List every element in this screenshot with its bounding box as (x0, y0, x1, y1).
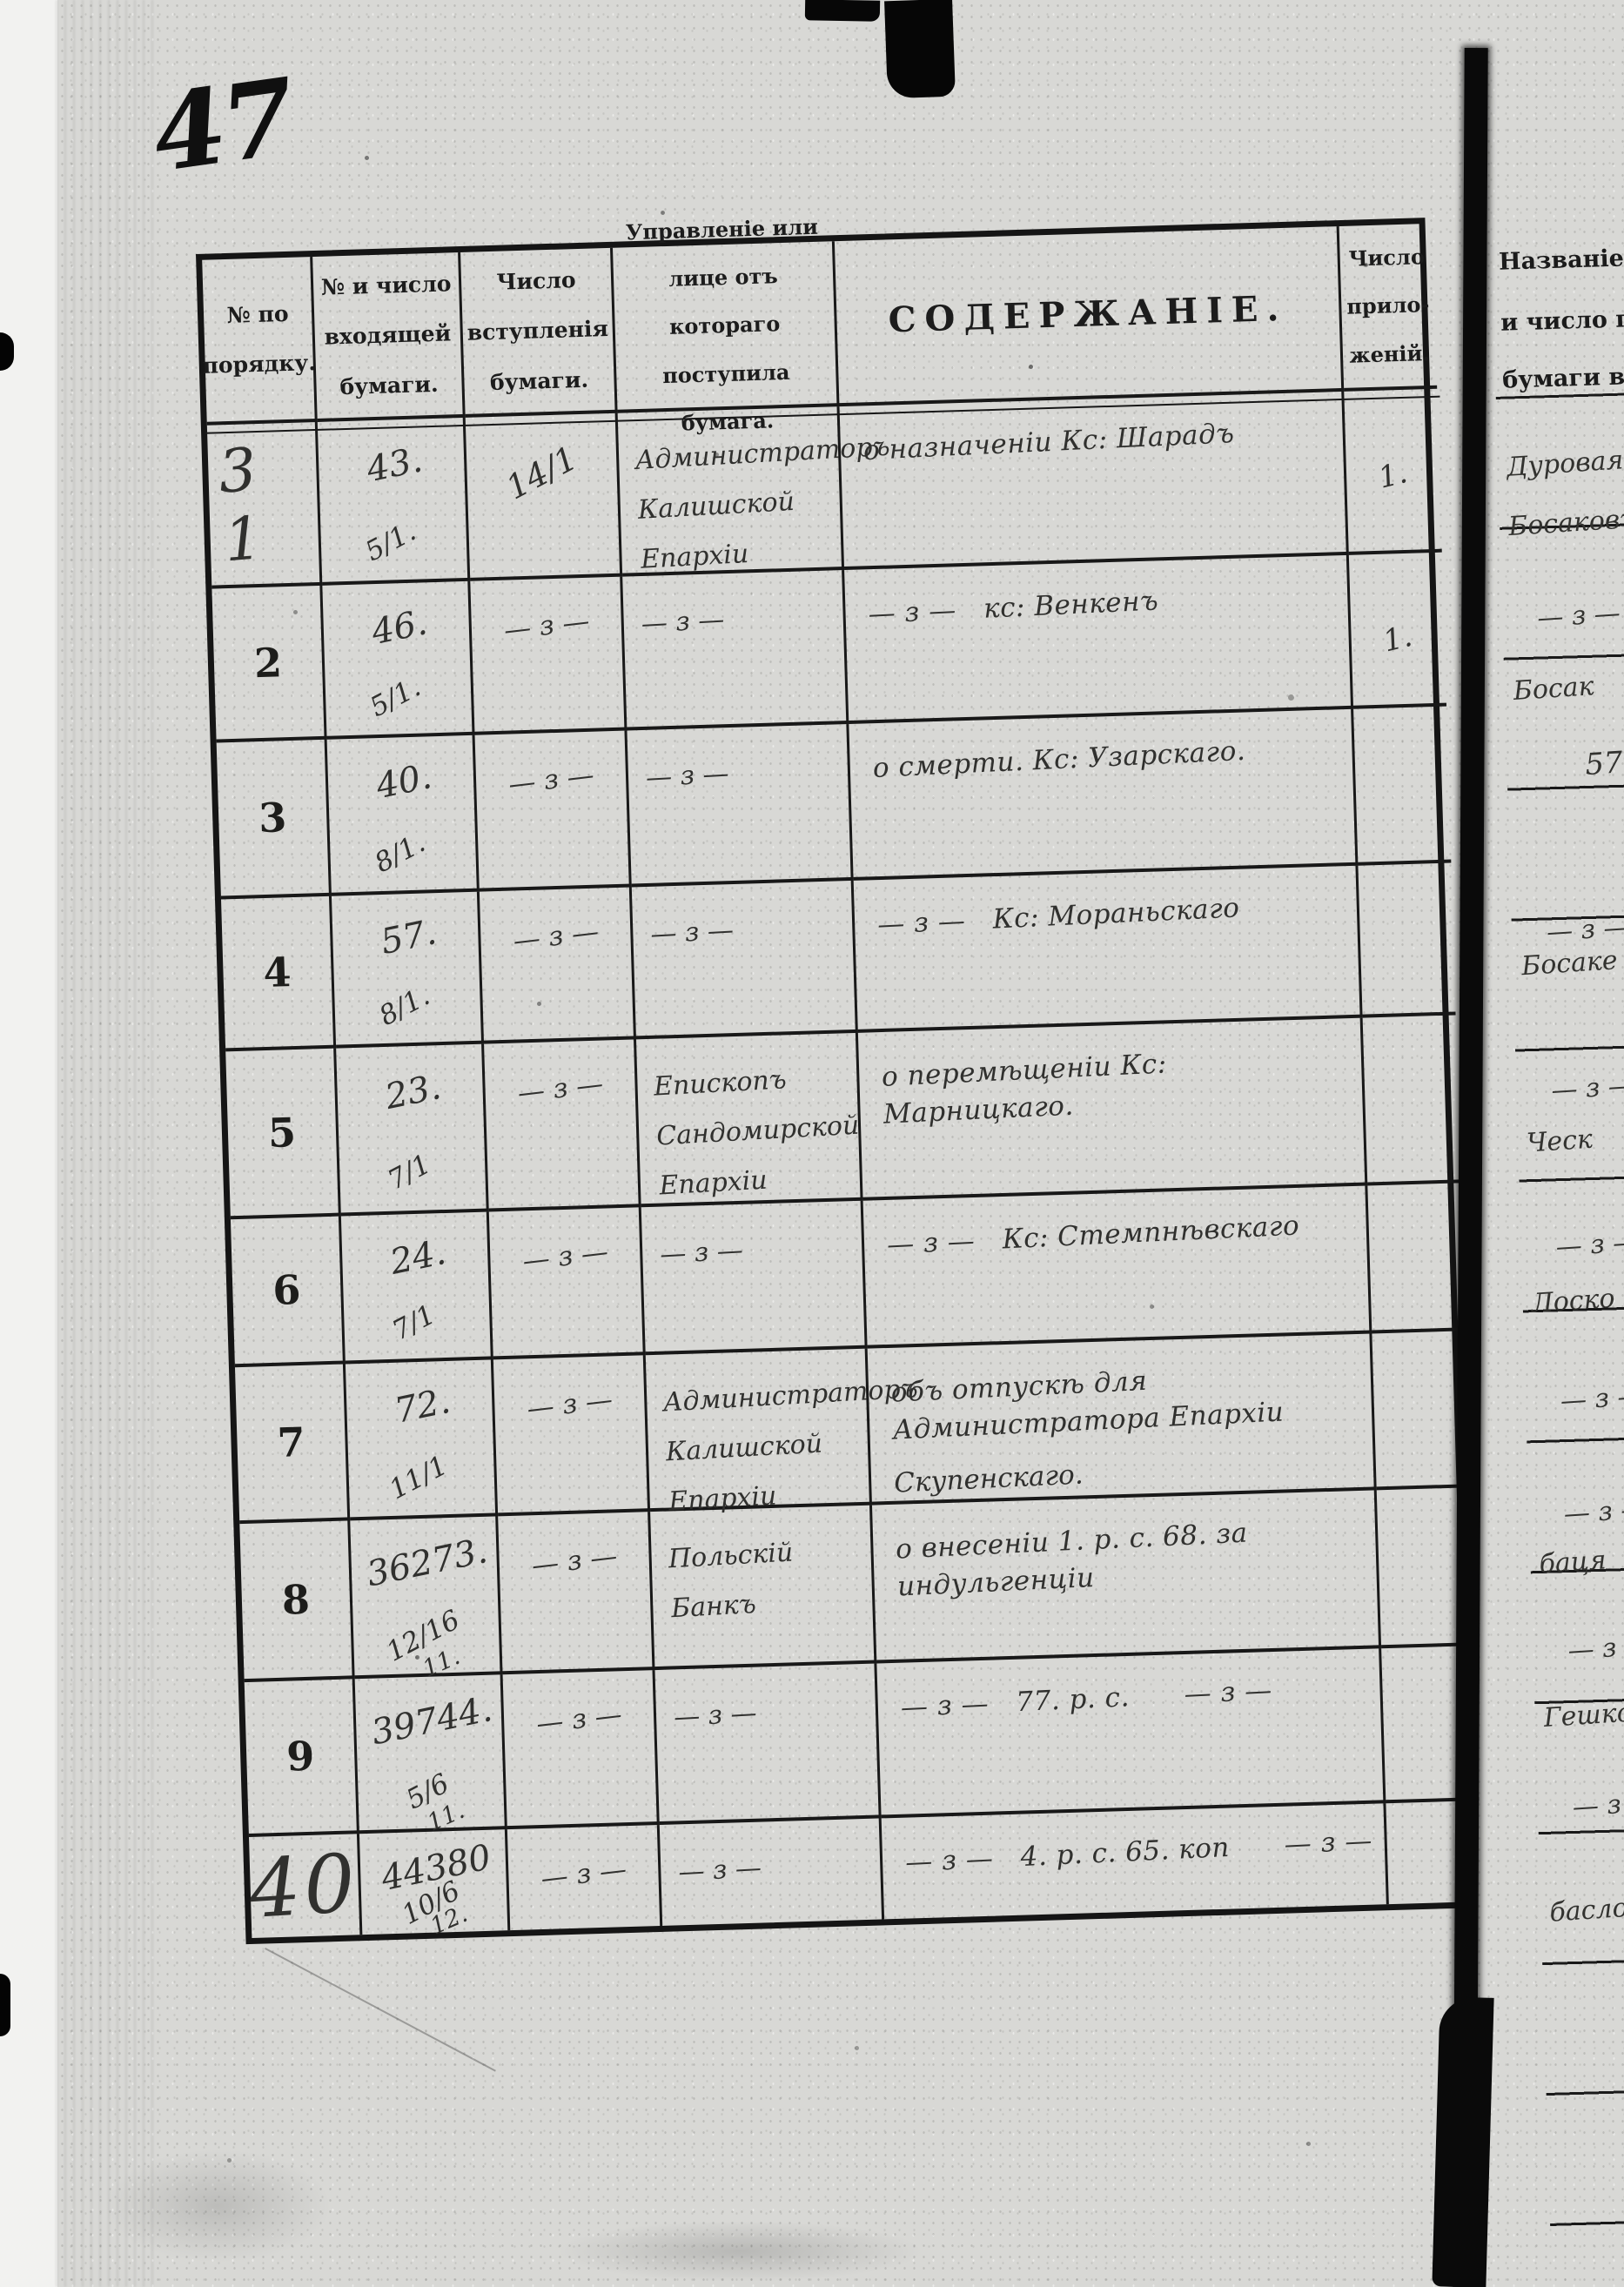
ink-blob (804, 0, 881, 22)
source-cell: Администраторъ Калишской Епархіи (645, 1348, 919, 1517)
book-gutter-shadow (1432, 1996, 1494, 2287)
header-col-source: Управленіе или лице отъ котораго поступи… (612, 214, 840, 435)
handwriting-fragment: — з — (1550, 1070, 1624, 1106)
source-cell: — з — (622, 570, 849, 731)
adjacent-header-line: бумаги въ (1501, 362, 1624, 394)
register-table: № по порядку. № и число входящей бумаги.… (196, 214, 1480, 1945)
content-cell: — з — кс: Венкенъ (844, 554, 1354, 724)
entry-date-cell: — з — (493, 1355, 651, 1517)
folio-number: 47 (144, 55, 300, 197)
row-number-cell: 2 (211, 585, 327, 743)
smudge (104, 2150, 331, 2263)
row-number-cell: 6 (230, 1216, 346, 1368)
attachments-cell: 1. (1348, 552, 1447, 709)
row-number-cell: 4 (221, 895, 337, 1052)
handwriting-fragment: Босак (1512, 671, 1595, 708)
attachments-cell (1358, 862, 1456, 1018)
content-cell: о назначеніи Кс: Шарадъ (839, 391, 1349, 571)
handwriting-fragment: — з — (1571, 1787, 1624, 1823)
entry-date-cell: — з — (507, 1824, 663, 1931)
ink-blob (884, 0, 956, 99)
header-col-entry-date: Число вступленія бумаги. (460, 247, 618, 418)
content-cell: о перемѣщеніи Кс: Марницкаго. (857, 1017, 1368, 1201)
header-col-attachments: Число прило- женій. (1339, 223, 1438, 392)
source-cell: — з — (654, 1663, 882, 1825)
page-crease (56, 0, 160, 2287)
source-cell: Епископъ Сандомирской Епархіи (635, 1032, 863, 1208)
handwriting-fragment: баця (1538, 1545, 1607, 1580)
handwriting-fragment: — з — (1536, 598, 1621, 634)
content-cell: о внесеніи 1. р. с. 68. за индульгенціи (871, 1490, 1382, 1664)
handwriting-fragment: баслов (1548, 1891, 1624, 1928)
dust-specks (0, 0, 3, 3)
source-cell: — з — (641, 1200, 868, 1356)
pencil-stroke (265, 1948, 496, 2072)
row-number-cell: 5 (225, 1048, 341, 1220)
header-col-incoming-number: № и число входящей бумаги. (312, 252, 466, 422)
source-cell: Польскій Банкъ (650, 1505, 877, 1671)
book-gutter-shadow (1453, 47, 1488, 2287)
incoming-number-cell: 23. 7/1 (336, 1043, 489, 1217)
row-number-cell: 3 (216, 739, 332, 900)
incoming-number-cell: 39744. 5/6 11. (354, 1674, 507, 1837)
entry-date-cell: — з — (484, 1039, 641, 1212)
attachments-cell (1353, 706, 1452, 866)
edge-ink-mark (0, 1974, 10, 2036)
adjacent-header-line: Названіе С (1498, 245, 1624, 276)
handwriting-fragment: Лоско (1530, 1283, 1616, 1319)
row-number-cell: 3 1 (206, 421, 323, 589)
handwriting-fragment: Гешков (1542, 1696, 1624, 1734)
content-cell: — з — 77. р. с. — з — (876, 1648, 1386, 1819)
adjacent-page-fragment: Названіе С и число пер бумаги въ Дуровая… (1490, 191, 1624, 2286)
incoming-number-cell: 72. 11/1 (345, 1359, 499, 1521)
source-cell: — з — (659, 1818, 885, 1926)
row-number-cell: 8 (239, 1520, 355, 1683)
header-col-order-number: № по порядку. (202, 257, 318, 426)
content-cell: — з — Кс: Мораньскаго (853, 865, 1363, 1033)
entry-date-cell: — з — (502, 1670, 660, 1830)
attachments-cell (1372, 1331, 1470, 1491)
content-cell: объ отпускѣ для Администратора Епархіи С… (867, 1333, 1377, 1506)
smudge (557, 2221, 923, 2282)
incoming-number-cell: 57. 8/1. (331, 891, 485, 1049)
adjacent-header-line: и число пер (1500, 305, 1624, 337)
row-number-cell: 9 (244, 1679, 359, 1837)
row-number-cell: 40 (247, 1834, 363, 1938)
edge-ink-mark (0, 332, 14, 371)
incoming-number-cell: 36273. 12/16 11. (350, 1516, 503, 1682)
source-cell: Администраторъ Калишской Епархіи (617, 406, 890, 577)
attachments-cell (1362, 1015, 1461, 1186)
handwriting-fragment: — з — (1559, 1380, 1624, 1417)
entry-date-cell: — з — (479, 887, 636, 1044)
content-cell: — з — 4. р. с. 65. коп — з — (881, 1803, 1389, 1920)
scan-left-margin (0, 0, 57, 2287)
entry-date-cell: 14/1 (465, 412, 623, 581)
handwriting-fragment: — з — (1545, 911, 1624, 949)
content-cell: о смерти. Кс: Узарскаго. (849, 708, 1359, 881)
handwriting-fragment: — з — (1567, 1631, 1624, 1667)
entry-date-cell: — з — (474, 730, 632, 892)
handwriting-fragment: — з — (1562, 1493, 1624, 1530)
content-cell: — з — Кс: Стемпнѣвскаго (862, 1185, 1372, 1349)
handwriting-fragment: — з — (1554, 1226, 1624, 1263)
handwriting-fragment: 57° (1584, 744, 1624, 783)
incoming-number-cell: 40. 8/1. (326, 734, 480, 896)
entry-date-cell: — з — (488, 1207, 646, 1360)
handwriting-fragment: Босаке (1520, 945, 1619, 983)
handwriting-fragment: Ческ (1526, 1123, 1594, 1159)
attachments-cell: 1. (1344, 388, 1442, 555)
incoming-number-cell: 24. 7/1 (340, 1211, 493, 1365)
source-cell: — з — (631, 880, 858, 1040)
row-number-cell: 7 (234, 1364, 351, 1525)
entry-date-cell: — з — (498, 1512, 655, 1675)
attachments-cell (1367, 1183, 1466, 1334)
incoming-number-cell: 44380 10/6 12. (359, 1829, 511, 1941)
header-col-contents: СОДЕРЖАНІЕ. (834, 226, 1345, 407)
incoming-number-cell: 43. 5/1. (317, 417, 471, 586)
incoming-number-cell: 46. 5/1. (322, 580, 475, 740)
source-cell: — з — (627, 723, 854, 888)
entry-date-cell: — з — (470, 576, 627, 735)
